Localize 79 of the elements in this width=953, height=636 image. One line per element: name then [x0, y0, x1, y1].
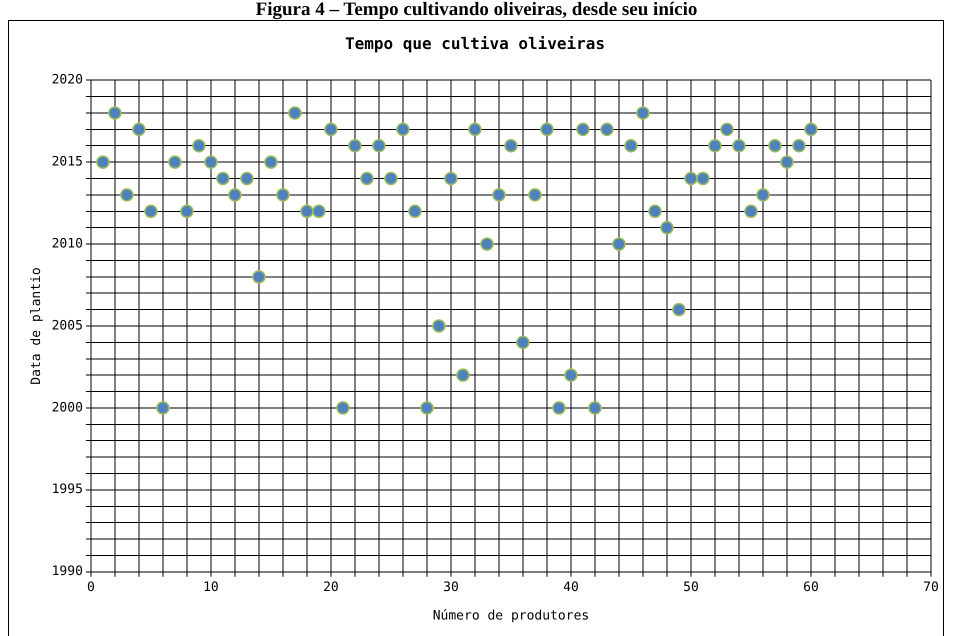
point: [264, 155, 278, 169]
point: [552, 401, 566, 415]
x-tick-label: 20: [323, 580, 339, 595]
y-tick-label: 2010: [52, 236, 83, 252]
point: [132, 122, 146, 136]
point: [456, 368, 470, 382]
y-tick-label: 1990: [52, 564, 83, 580]
point: [648, 204, 662, 218]
point: [708, 138, 722, 152]
point: [660, 220, 674, 234]
point: [360, 172, 374, 186]
point: [720, 122, 734, 136]
point: [276, 188, 290, 202]
chart-title: Tempo que cultiva oliveiras: [344, 34, 606, 53]
y-tick-label: 2020: [52, 72, 83, 88]
point: [804, 122, 818, 136]
point: [396, 122, 410, 136]
point: [228, 188, 242, 202]
point: [564, 368, 578, 382]
point: [588, 401, 602, 415]
y-tick-label: 1995: [52, 482, 83, 498]
point: [204, 155, 218, 169]
point: [756, 188, 770, 202]
point: [168, 155, 182, 169]
point: [192, 138, 206, 152]
point: [540, 122, 554, 136]
point: [96, 155, 110, 169]
point: [216, 172, 230, 186]
point: [420, 401, 434, 415]
point: [384, 172, 398, 186]
point: [120, 188, 134, 202]
point: [684, 172, 698, 186]
point: [516, 336, 530, 350]
y-tick-label: 2005: [52, 318, 83, 334]
point: [576, 122, 590, 136]
point: [636, 106, 650, 120]
point: [444, 172, 458, 186]
point: [156, 401, 170, 415]
point: [468, 122, 482, 136]
y-tick-label: 2000: [52, 400, 83, 416]
x-tick-label: 70: [923, 580, 939, 595]
point: [408, 204, 422, 218]
point: [180, 204, 194, 218]
point: [672, 302, 686, 316]
point: [348, 138, 362, 152]
point: [492, 188, 506, 202]
point: [696, 172, 710, 186]
point: [624, 138, 638, 152]
point: [336, 401, 350, 415]
point: [372, 138, 386, 152]
point: [528, 188, 542, 202]
point: [780, 155, 794, 169]
x-tick-label: 10: [203, 580, 219, 595]
point: [144, 204, 158, 218]
point: [768, 138, 782, 152]
y-axis-title: Data de plantio: [29, 267, 44, 385]
point: [240, 172, 254, 186]
x-tick-label: 60: [803, 580, 819, 595]
point: [108, 106, 122, 120]
point: [792, 138, 806, 152]
point: [732, 138, 746, 152]
point: [600, 122, 614, 136]
point: [300, 204, 314, 218]
x-tick-label: 50: [683, 580, 699, 595]
point: [612, 237, 626, 251]
point: [480, 237, 494, 251]
x-axis-title: Número de produtores: [432, 608, 590, 624]
point: [744, 204, 758, 218]
point: [504, 138, 518, 152]
text: Figura 4 – Tempo cultivando oliveiras, desde seu início: [254, 0, 698, 20]
x-tick-label: 30: [443, 580, 459, 595]
point: [288, 106, 302, 120]
point: [324, 122, 338, 136]
point: [432, 319, 446, 333]
point: [252, 270, 266, 284]
x-tick-label: 0: [86, 580, 95, 595]
point: [312, 204, 326, 218]
y-tick-label: 2015: [52, 154, 83, 170]
x-tick-label: 40: [563, 580, 579, 595]
